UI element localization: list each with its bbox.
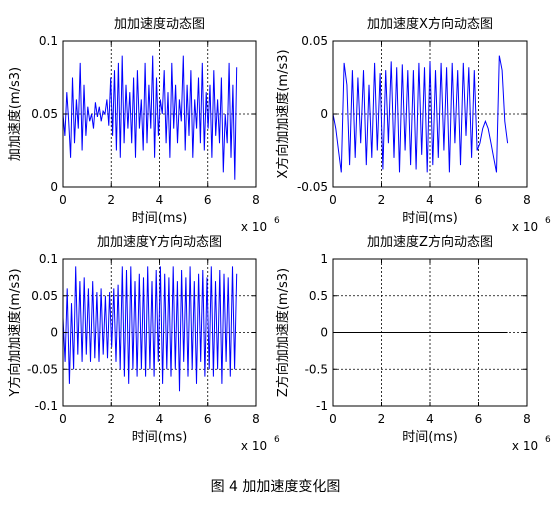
y-tick-label: 0	[50, 326, 58, 340]
series-line	[62, 55, 238, 180]
x-tick-label: 8	[252, 412, 260, 426]
chart-title: 加加速度X方向动态图	[367, 16, 493, 32]
x-tick-label: 0	[329, 412, 337, 426]
y-tick-label: 0.1	[39, 252, 58, 266]
x-tick-label: 2	[107, 193, 115, 207]
x-tick-label: 0	[59, 412, 67, 426]
y-axis-label: Y方向加加速度(m/s3)	[7, 268, 23, 397]
x-tick-label: 0	[329, 193, 337, 207]
x-axis-label: 时间(ms)	[132, 211, 188, 226]
y-tick-label: -0.5	[305, 362, 328, 376]
y-tick-label: 1	[320, 252, 328, 266]
x-tick-label: 0	[59, 193, 67, 207]
x-exponent-label: x 10	[512, 220, 538, 234]
x-exponent-label: x 10	[241, 220, 267, 234]
y-tick-label: 0.5	[309, 289, 328, 303]
y-tick-label: 0.05	[301, 34, 328, 48]
x-tick-label: 2	[378, 193, 386, 207]
chart-title: 加加速度动态图	[114, 16, 205, 32]
y-axis-label: Z方向加加速度(m/s3)	[275, 268, 291, 397]
x-tick-label: 8	[523, 193, 531, 207]
y-tick-label: 0	[50, 180, 58, 194]
x-tick-label: 6	[475, 412, 483, 426]
x-exponent-power: 6	[274, 435, 280, 445]
x-tick-label: 4	[426, 412, 434, 426]
y-tick-label: 0	[320, 326, 328, 340]
chart-title: 加加速度Y方向动态图	[97, 234, 222, 250]
series-line	[62, 266, 238, 392]
y-tick-label: 0.05	[31, 107, 58, 121]
x-exponent-power: 6	[545, 435, 551, 445]
y-tick-label: -0.05	[297, 180, 328, 194]
y-tick-label: -0.1	[35, 399, 58, 413]
x-exponent-label: x 10	[512, 439, 538, 453]
y-tick-label: 0.1	[39, 34, 58, 48]
x-tick-label: 2	[378, 412, 386, 426]
x-tick-label: 4	[156, 412, 164, 426]
figure-caption: 图 4 加加速度变化图	[210, 479, 341, 495]
series-line	[332, 55, 509, 173]
x-exponent-label: x 10	[241, 439, 267, 453]
x-tick-label: 6	[204, 412, 212, 426]
x-axis-label: 时间(ms)	[402, 211, 458, 226]
x-tick-label: 8	[523, 412, 531, 426]
y-axis-label: X方向加加速度(m/s3)	[275, 49, 291, 178]
x-tick-label: 6	[204, 193, 212, 207]
x-tick-label: 4	[156, 193, 164, 207]
chart-title: 加加速度Z方向动态图	[367, 234, 493, 250]
x-axis-label: 时间(ms)	[402, 430, 458, 445]
y-axis-label: 加加速度(m/s3)	[7, 67, 23, 161]
x-exponent-power: 6	[274, 216, 280, 226]
x-tick-label: 8	[252, 193, 260, 207]
x-tick-label: 2	[107, 412, 115, 426]
y-tick-label: 0	[320, 107, 328, 121]
x-tick-label: 6	[475, 193, 483, 207]
x-exponent-power: 6	[545, 216, 551, 226]
y-tick-label: 0.05	[31, 289, 58, 303]
x-axis-label: 时间(ms)	[132, 430, 188, 445]
y-tick-label: -0.05	[27, 362, 58, 376]
y-tick-label: -1	[316, 399, 328, 413]
x-tick-label: 4	[426, 193, 434, 207]
